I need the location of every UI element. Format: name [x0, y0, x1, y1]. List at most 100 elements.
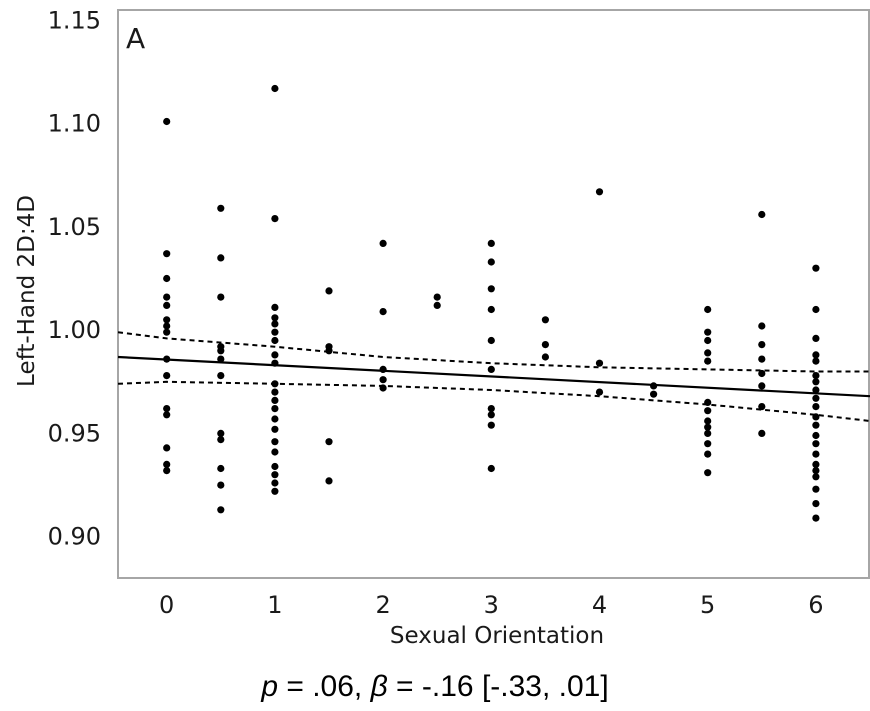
data-point — [758, 341, 766, 349]
data-point — [704, 336, 712, 345]
x-tick-label: 4 — [592, 591, 607, 619]
data-point — [325, 477, 333, 485]
data-point — [271, 425, 279, 433]
data-point — [704, 469, 712, 477]
data-point — [812, 500, 820, 508]
data-point — [812, 372, 820, 380]
regression-lines — [117, 331, 870, 422]
data-point — [595, 388, 604, 396]
x-tick-label: 2 — [375, 591, 390, 619]
data-point — [487, 285, 495, 293]
data-point — [217, 355, 225, 363]
data-point — [595, 359, 604, 367]
data-point — [704, 349, 712, 357]
data-point — [217, 429, 225, 437]
y-tick-label: 1.15 — [48, 6, 101, 34]
data-point — [217, 293, 225, 301]
ci-lower-line — [117, 380, 870, 422]
data-point — [704, 450, 712, 458]
data-point — [271, 448, 279, 456]
data-point — [271, 405, 279, 413]
data-point — [704, 398, 712, 406]
data-point — [271, 314, 279, 322]
data-point — [650, 382, 658, 390]
data-point — [595, 188, 604, 196]
y-tick-label: 1.05 — [48, 213, 101, 241]
data-point — [487, 239, 495, 247]
data-point — [812, 431, 820, 440]
plot-frame — [117, 9, 870, 579]
panel-label: A — [126, 22, 145, 55]
data-point — [163, 328, 171, 336]
data-point — [271, 328, 279, 336]
data-point — [163, 316, 171, 324]
data-point — [325, 438, 333, 446]
data-point — [217, 436, 225, 444]
data-point — [271, 336, 279, 345]
y-axis-label: Left-Hand 2D:4D — [14, 195, 40, 387]
data-point — [217, 481, 225, 489]
data-point — [271, 303, 279, 311]
data-point — [704, 417, 712, 425]
data-point — [433, 293, 441, 301]
data-point — [812, 485, 820, 493]
data-point — [758, 322, 766, 330]
stats-annotation: p = .06, β = -.16 [-.33, .01] — [0, 670, 870, 704]
x-tick-label: 6 — [808, 591, 823, 619]
data-point — [217, 204, 225, 212]
data-point — [758, 355, 766, 363]
data-point — [704, 429, 712, 437]
beta-value: = -.16 [-.33, .01] — [387, 670, 609, 703]
data-point — [812, 413, 820, 421]
data-point — [487, 365, 495, 373]
data-point — [812, 514, 820, 522]
data-point — [379, 376, 387, 384]
data-point — [379, 239, 387, 247]
data-point — [271, 479, 279, 487]
data-point — [758, 382, 766, 390]
data-point — [163, 301, 171, 309]
data-point — [271, 351, 279, 359]
data-point — [163, 355, 171, 363]
data-point — [163, 322, 171, 330]
data-point — [812, 264, 820, 272]
x-tick-label: 1 — [267, 591, 282, 619]
data-point — [758, 429, 766, 437]
data-point — [812, 357, 820, 365]
data-point — [541, 316, 550, 324]
data-point — [271, 415, 279, 423]
x-tick-label: 5 — [700, 591, 715, 619]
data-point — [812, 450, 820, 458]
x-tick-label: 3 — [484, 591, 499, 619]
data-point — [487, 336, 495, 345]
data-point — [217, 372, 225, 380]
beta-symbol: β — [370, 670, 388, 703]
regression-line — [117, 355, 870, 398]
data-point — [812, 378, 820, 386]
data-point — [379, 384, 387, 392]
data-point — [487, 405, 495, 413]
data-point — [433, 301, 441, 309]
data-point — [163, 274, 171, 283]
data-point — [758, 369, 766, 378]
data-point — [163, 117, 171, 126]
data-point — [271, 359, 279, 367]
data-point — [812, 421, 820, 429]
data-point — [379, 365, 387, 373]
data-point — [704, 440, 712, 448]
data-point — [650, 390, 658, 398]
data-point — [217, 254, 225, 262]
data-point — [812, 467, 820, 475]
data-point — [217, 506, 225, 514]
data-point — [271, 388, 279, 396]
data-point — [271, 380, 279, 388]
data-point — [758, 210, 766, 219]
data-point — [487, 305, 495, 314]
data-point — [812, 334, 820, 342]
data-points — [163, 84, 820, 522]
x-tick-label: 0 — [159, 591, 174, 619]
data-point — [487, 421, 495, 429]
data-point — [758, 403, 766, 411]
data-point — [271, 84, 279, 93]
data-point — [325, 287, 333, 295]
